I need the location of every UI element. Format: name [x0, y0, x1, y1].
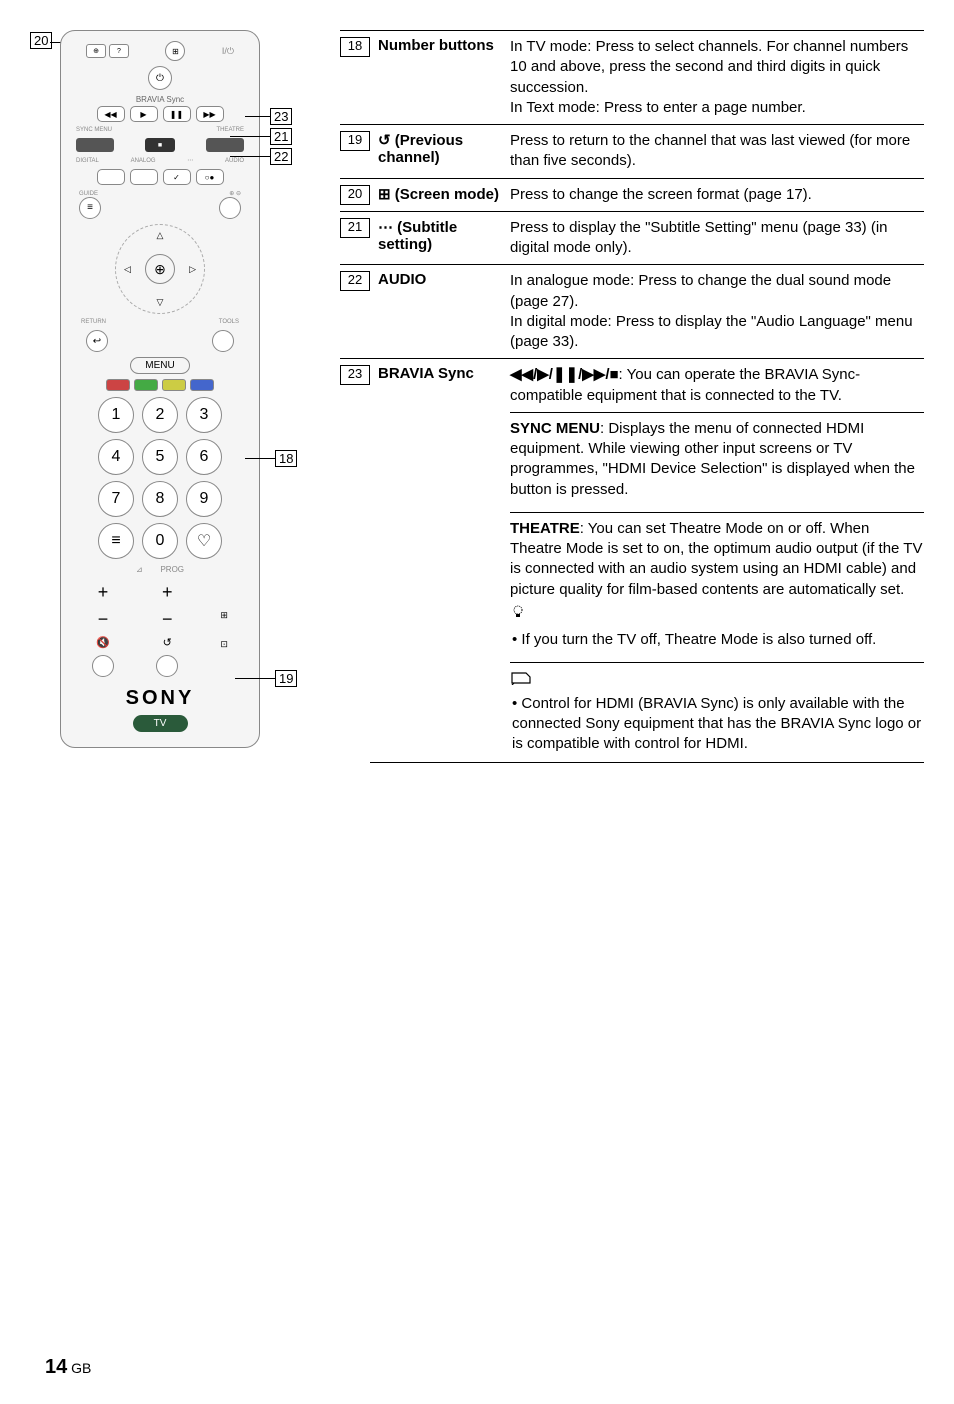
description-table: 18 Number buttons In TV mode: Press to s… [330, 30, 924, 769]
tv-button: TV [133, 715, 188, 732]
remote-illustration: 20 ⊕? ⊞ I/⏻ ⏻ BRAVIA Sync ◀◀▶ ❚❚▶▶ [30, 30, 330, 769]
row-23: 23 BRAVIA Sync ◀◀/▶/❚❚/▶▶/■: You can ope… [340, 358, 924, 769]
sony-logo: SONY [71, 687, 249, 710]
tip-icon [510, 604, 924, 626]
page-footer: 14 GB [45, 1356, 91, 1379]
callout-18: 18 [275, 450, 297, 467]
remote-body: ⊕? ⊞ I/⏻ ⏻ BRAVIA Sync ◀◀▶ ❚❚▶▶ SYNC MEN… [60, 30, 260, 748]
dpad: △ ◁ ⊕ ▷ ▽ [115, 224, 205, 314]
callout-20: 20 [30, 32, 52, 49]
row-body: In TV mode: Press to select channels. Fo… [510, 37, 924, 118]
note-icon [510, 671, 924, 691]
row-21: 21 ⋯ (Subtitle setting) Press to display… [340, 211, 924, 265]
callout-21: 21 [270, 128, 292, 145]
number-pad: 1 2 3 4 5 6 7 8 9 ≡ [71, 397, 249, 559]
menu-button: MENU [130, 357, 190, 374]
row-20: 20 ⊞ (Screen mode) Press to change the s… [340, 178, 924, 211]
row-18: 18 Number buttons In TV mode: Press to s… [340, 30, 924, 124]
callout-23: 23 [270, 108, 292, 125]
bravia-sync-label: BRAVIA Sync [71, 95, 249, 104]
callout-19: 19 [275, 670, 297, 687]
row-22: 22 AUDIO In analogue mode: Press to chan… [340, 264, 924, 358]
callout-22: 22 [270, 148, 292, 165]
row-title: Number buttons [370, 37, 510, 118]
row-19: 19 ↺ (Previous channel) Press to return … [340, 124, 924, 178]
